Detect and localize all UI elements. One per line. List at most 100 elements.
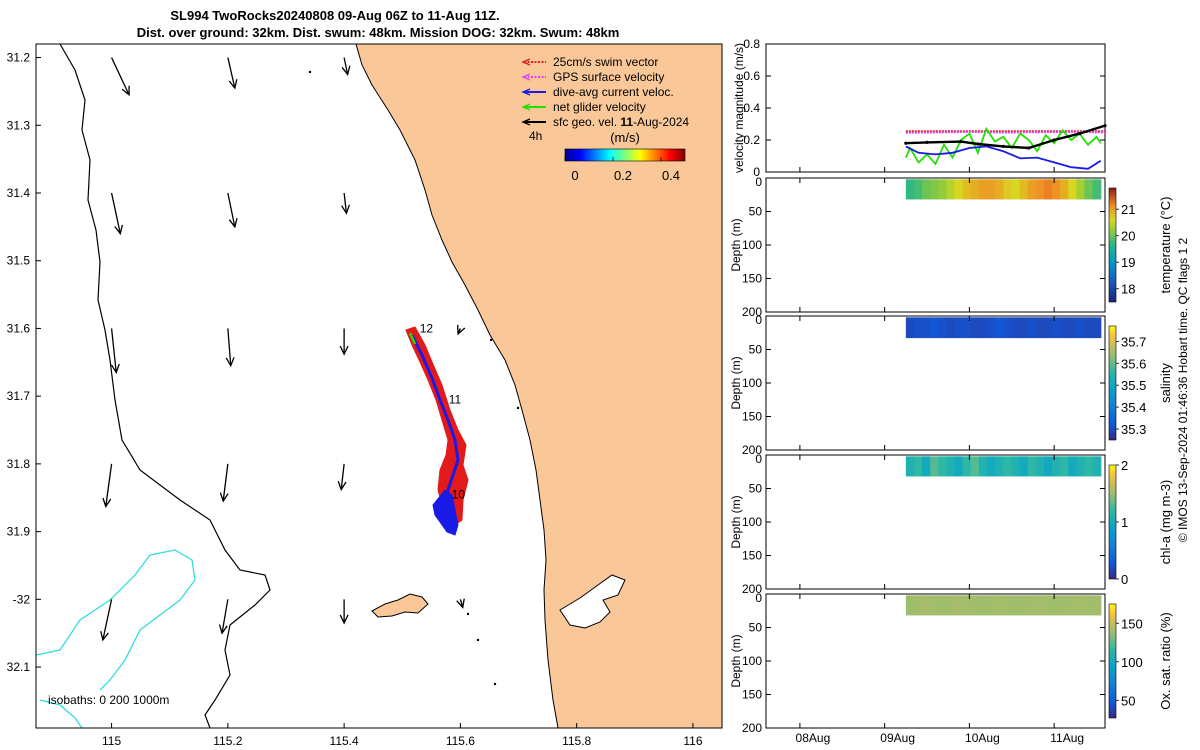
map-y-tick-label: 31.2 — [7, 51, 31, 65]
chlorophyll-section-panel: 0 50 100 150 200 Depth (m) 0 1 2 chl-a (mg m-3) — [729, 452, 1173, 596]
section-y-tick-label: 100 — [742, 376, 762, 390]
velocity-frame — [765, 43, 1106, 173]
section-cell — [1068, 317, 1077, 339]
section-cell — [1068, 456, 1077, 477]
section-y-tick-label: 150 — [742, 410, 762, 424]
geo-arrow — [110, 192, 124, 236]
legend-item-swim: 25cm/s swim vector — [521, 55, 658, 69]
legend-item-geo: sfc geo. vel. 11-Aug-2024 — [521, 115, 689, 129]
section-ylabel: Depth (m) — [729, 218, 743, 271]
velocity-panel: 0 0.2 0.4 0.6 0.8 velocity magnitude (m/s) — [732, 37, 1107, 179]
section-y-tick-label: 50 — [749, 482, 763, 496]
map-y-tick-label: 32.1 — [7, 660, 31, 674]
section-cell — [913, 317, 923, 339]
section-cell — [1019, 179, 1029, 200]
title-line-2: Dist. over ground: 32km. Dist. swum: 48k… — [137, 25, 620, 40]
section-cell — [1092, 456, 1102, 477]
section-cell — [987, 179, 996, 200]
geo-arrow — [100, 599, 113, 642]
velocity-point — [1052, 138, 1056, 142]
section-cell — [1003, 179, 1013, 200]
section-cell — [1076, 456, 1086, 477]
day-label: 12 — [420, 321, 434, 335]
section-cell — [1027, 456, 1037, 477]
section-cell — [1052, 179, 1061, 200]
date-tick-label: 10Aug — [965, 731, 1000, 745]
velocity-y-tick-label: 0.4 — [743, 101, 760, 115]
geo-arrow — [218, 599, 229, 635]
section-y-tick-label: 200 — [742, 443, 762, 457]
map-x-tick-label: 115.8 — [562, 734, 591, 748]
section-cell — [1092, 317, 1102, 339]
section-ylabel: Depth (m) — [729, 634, 743, 687]
colorbar-tick-label: 2 — [1121, 458, 1128, 473]
velocity-y-tick-label: 0.2 — [743, 133, 760, 147]
geo-arrow — [341, 192, 351, 215]
section-cell — [922, 317, 931, 339]
estuary — [559, 574, 626, 629]
section-y-tick-label: 0 — [755, 452, 762, 466]
copyright-note: © IMOS 13-Sep-2024 01:46:36 Hobart time.… — [1176, 238, 1190, 543]
colorbar-tick-label: 18 — [1121, 282, 1135, 297]
geo-arrow — [110, 328, 120, 374]
section-cell — [913, 456, 923, 477]
map-y-tick-label: 31.9 — [7, 525, 31, 539]
colorbar-label: (m/s) — [610, 130, 640, 145]
velocity-y-tick-label: 0 — [753, 165, 760, 179]
legend-label: sfc geo. vel. 11-Aug-2024 — [553, 115, 689, 129]
colorbar-tick-label: 150 — [1121, 616, 1143, 631]
section-colorbar — [1108, 325, 1117, 441]
isobath-1000 — [59, 44, 271, 728]
geo-arrow — [219, 463, 229, 503]
map-x-ticks: 115 115.2 115.4 115.6 115.8 116 — [102, 723, 703, 748]
section-y-tick-label: 200 — [742, 721, 762, 735]
section-cell — [954, 595, 964, 616]
section-cell — [987, 595, 996, 616]
section-cell — [1043, 595, 1053, 616]
velocity-series — [904, 124, 1107, 170]
velocity-ylabel: velocity magnitude (m/s) — [732, 43, 746, 173]
section-y-tick-label: 150 — [742, 549, 762, 563]
section-cell — [1060, 317, 1069, 339]
section-cell — [1003, 595, 1013, 616]
map-y-tick-label: 31.4 — [7, 186, 31, 200]
section-cell — [922, 456, 931, 477]
section-cell — [954, 179, 964, 200]
legend-item-dive: dive-avg current veloc. — [521, 85, 674, 99]
section-cell — [978, 456, 988, 477]
colorbar-tick-label: 35.4 — [1121, 400, 1146, 415]
section-cell — [905, 456, 915, 477]
section-cell — [938, 317, 948, 339]
velocity-point — [1103, 124, 1107, 128]
section-cell — [1019, 456, 1029, 477]
section-cell — [1035, 179, 1045, 200]
colorbar — [564, 148, 686, 162]
section-cell — [1060, 456, 1069, 477]
geo-arrow — [227, 57, 238, 90]
isobaths-label: isobaths: 0 200 1000m — [48, 693, 169, 707]
section-y-tick-label: 200 — [742, 305, 762, 319]
legend-label: dive-avg current veloc. — [553, 85, 674, 99]
section-cell — [1052, 317, 1061, 339]
velocity-point — [904, 141, 908, 145]
colorbar-tick-label: 0.4 — [662, 168, 680, 183]
section-colorbar — [1108, 603, 1117, 719]
date-tick-label: 09Aug — [880, 731, 915, 745]
colorbar-tick-label: 1 — [1121, 515, 1128, 530]
section-frame — [765, 593, 1106, 729]
net-glider-track — [408, 332, 417, 345]
section-cell — [1076, 595, 1086, 616]
section-cell — [954, 456, 964, 477]
section-cell — [930, 456, 939, 477]
section-cell — [1052, 456, 1061, 477]
section-cell — [978, 595, 988, 616]
colorbar-tick-label: 20 — [1121, 229, 1135, 244]
section-y-tick-label: 100 — [742, 654, 762, 668]
section-cell — [905, 595, 915, 616]
section-cell — [1084, 179, 1094, 200]
geo-arrow — [102, 463, 113, 509]
section-cell — [1027, 595, 1037, 616]
section-cell — [930, 317, 939, 339]
geo-arrow — [339, 599, 349, 625]
